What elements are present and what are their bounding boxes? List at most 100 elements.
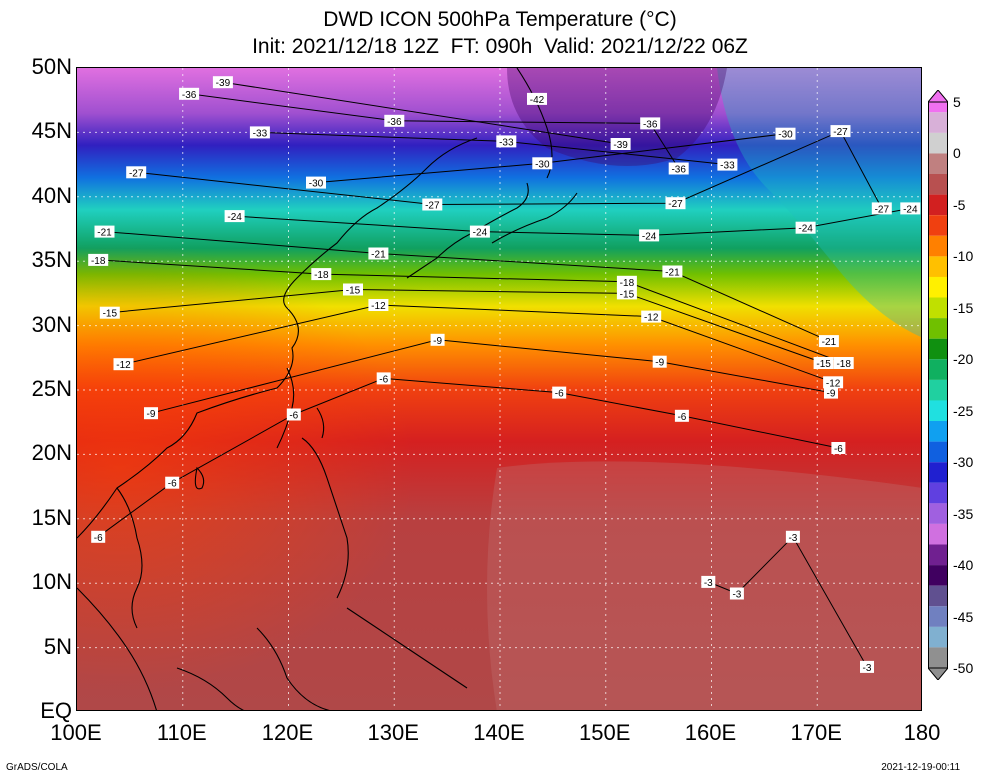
contour-label-bg <box>496 135 517 148</box>
contour-label-bg <box>813 357 834 369</box>
colorbar-min-arrow <box>928 667 948 680</box>
contour-label: -12 <box>644 313 659 324</box>
contour-label: -18 <box>836 359 851 370</box>
colorbar-label: 5 <box>953 94 961 110</box>
contour-label-bg <box>900 202 921 215</box>
lon-label-110e: 110E <box>156 720 207 745</box>
contour-label: -36 <box>182 90 197 101</box>
contour-label-bg <box>668 162 689 175</box>
contour-label: -6 <box>834 444 843 455</box>
contour-label: -18 <box>314 270 329 281</box>
contour-label: -9 <box>147 409 156 420</box>
contour-label: -39 <box>613 140 628 151</box>
contour-label: -36 <box>387 117 402 128</box>
colorbar-swatch <box>928 276 948 298</box>
colorbar-swatch <box>928 647 948 668</box>
contour-label-bg <box>94 225 115 238</box>
lat-label-30n: 30N <box>31 311 72 337</box>
contour-label: -39 <box>216 78 231 89</box>
map-subtitle: Init: 2021/12/18 12Z FT: 090h Valid: 202… <box>252 35 748 58</box>
contour-label: -27 <box>833 127 848 138</box>
contour-label: -12 <box>826 378 841 389</box>
colorbar-swatch <box>928 359 948 380</box>
contour-label: -3 <box>704 578 713 589</box>
contour-label: -36 <box>671 165 686 176</box>
contour-label: -6 <box>94 533 103 544</box>
contour-label: -24 <box>642 231 657 242</box>
contour-label: -12 <box>371 301 386 312</box>
contour-label: -33 <box>720 161 735 172</box>
isotherm--21 <box>104 231 830 342</box>
contour-label-bg <box>674 409 689 422</box>
colorbar-swatch <box>928 318 948 339</box>
contour-label: -6 <box>677 412 686 423</box>
contour-label-bg <box>785 530 800 543</box>
map-title: DWD ICON 500hPa Temperature (°C) <box>323 8 677 31</box>
colorbar-swatch <box>928 297 948 319</box>
contour-label-bg <box>532 157 553 170</box>
contour-label: -21 <box>665 268 680 279</box>
contour-label: -27 <box>425 201 440 212</box>
contour-label: -27 <box>668 199 683 210</box>
lat-label-20n: 20N <box>31 440 72 466</box>
lat-label-25n: 25N <box>31 376 72 401</box>
contour-label-bg <box>165 476 180 489</box>
map-area: -39 -36 -42 -36 -33 -33 -39 -36 -30 -27 -30 -36 -33 -… <box>76 67 922 711</box>
contour-label: -9 <box>655 358 664 369</box>
contour-label: -27 <box>875 204 890 215</box>
isotherm--39 <box>222 81 621 145</box>
contour-label-bg <box>665 197 686 210</box>
contour-label: -30 <box>535 159 550 170</box>
contour-label: -18 <box>91 256 106 267</box>
colorbar-swatch <box>928 626 948 648</box>
contour-label-bg <box>701 575 716 588</box>
lat-label-10n: 10N <box>31 569 72 595</box>
lat-label-eq: EQ <box>40 698 72 723</box>
colorbar <box>928 90 948 680</box>
contour-label-bg <box>833 357 854 369</box>
contour-label-bg <box>88 253 109 266</box>
isotherm--3 <box>708 535 868 668</box>
coastlines <box>77 68 578 710</box>
lon-label-140e: 140E <box>473 720 525 745</box>
contour-label-bg <box>641 310 662 323</box>
cold-bulge-east <box>717 68 921 338</box>
contour-label: -27 <box>129 168 144 179</box>
colorbar-swatch <box>928 215 948 236</box>
colorbar-swatch <box>928 523 948 545</box>
colorbar-label: -10 <box>953 248 974 265</box>
contour-label-bg <box>610 138 631 150</box>
lon-label-120e: 120E <box>261 720 314 745</box>
colorbar-swatch <box>928 462 948 483</box>
contour-label-bg <box>775 127 796 140</box>
contour-label-bg <box>384 114 405 127</box>
contour-label: -6 <box>168 479 177 490</box>
colorbar-max-arrow <box>928 90 948 103</box>
colorbar-swatch <box>928 256 948 277</box>
colorbar-swatch <box>928 379 948 401</box>
colorbar-swatch <box>928 132 948 154</box>
colorbar-label: -30 <box>953 454 974 471</box>
warm-bulge <box>77 68 921 710</box>
colorbar-swatch <box>928 194 948 216</box>
colorbar-label: 0 <box>953 145 961 162</box>
colorbar-swatch <box>928 441 948 463</box>
contour-label: -24 <box>798 224 813 235</box>
contour-label-bg <box>368 299 389 311</box>
contour-label-bg <box>818 335 839 348</box>
colorbar-swatch <box>928 235 948 257</box>
contour-label: -24 <box>227 212 242 223</box>
colorbar-swatch <box>928 421 948 442</box>
contour-label-bg <box>144 407 158 420</box>
contour-label-bg <box>343 283 363 296</box>
contour-label: -21 <box>822 337 837 348</box>
contour-label: -33 <box>499 137 514 148</box>
contour-label: -9 <box>433 336 442 347</box>
cold-core-north <box>507 68 727 166</box>
lon-label-130e: 130E <box>367 720 419 745</box>
isotherm--12 <box>123 304 834 383</box>
lat-label-45n: 45N <box>31 118 72 144</box>
contour-label: -3 <box>732 590 741 601</box>
isotherm--18 <box>98 259 844 364</box>
colorbar-label: -45 <box>953 608 974 625</box>
